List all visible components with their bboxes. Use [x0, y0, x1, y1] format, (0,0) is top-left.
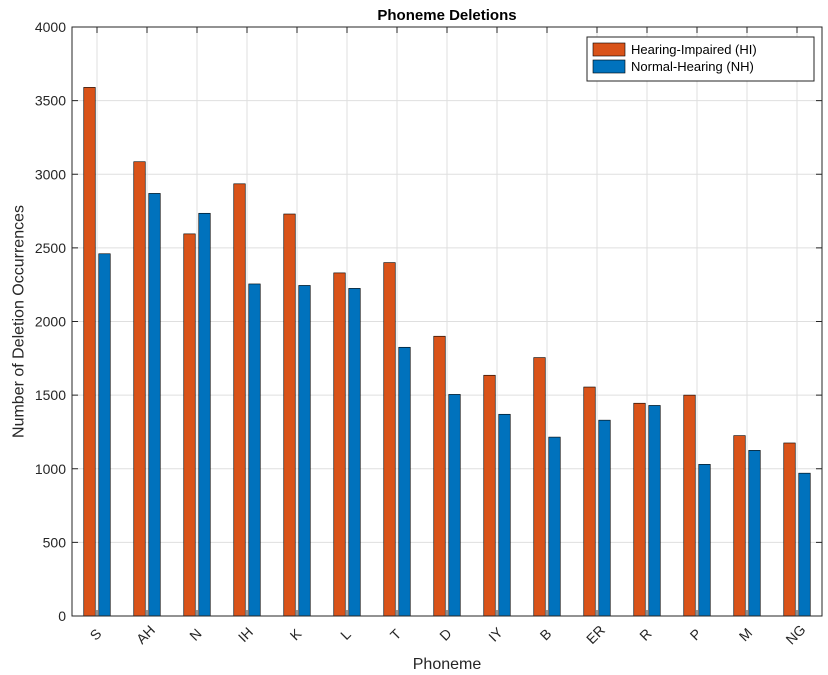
grid-lines	[72, 26, 822, 617]
x-tick-label: P	[687, 626, 705, 644]
x-tick-label: N	[186, 625, 204, 643]
x-tick-label: AH	[133, 622, 158, 647]
bar-nh-iy	[498, 413, 511, 617]
bar-nh-t	[398, 346, 411, 617]
axis-ticks: 0 500 1000 1500 2000 2500 3000 3500 4000 S AH N IH K L…	[35, 19, 822, 648]
y-tick-label: 1000	[35, 461, 66, 477]
bar-nh-r	[648, 405, 661, 617]
bar-hi-l	[333, 272, 346, 617]
y-tick-label: 2500	[35, 240, 66, 256]
x-axis-title: Phoneme	[413, 656, 482, 673]
bars	[83, 87, 811, 617]
x-tick-label: D	[436, 625, 454, 643]
bar-hi-k	[283, 213, 296, 617]
x-tick-label: ER	[583, 622, 608, 647]
legend-label-nh: Normal-Hearing (NH)	[631, 59, 754, 74]
bar-hi-r	[633, 402, 646, 617]
bar-hi-ih	[233, 183, 246, 617]
bar-hi-ng	[783, 442, 796, 617]
chart-title: Phoneme Deletions	[377, 7, 516, 24]
y-tick-label: 4000	[35, 19, 66, 35]
y-axis-title: Number of Deletion Occurrences	[11, 205, 28, 438]
bar-nh-p	[698, 464, 711, 617]
bar-nh-ih	[248, 283, 261, 617]
bar-nh-d	[448, 394, 461, 617]
bar-nh-k	[298, 285, 311, 617]
legend-label-hi: Hearing-Impaired (HI)	[631, 42, 757, 57]
legend-swatch-nh	[592, 59, 626, 74]
y-tick-label: 3000	[35, 166, 66, 182]
legend-box	[586, 36, 815, 82]
y-tick-label: 2000	[35, 314, 66, 330]
x-tick-label: T	[387, 625, 405, 643]
y-tick-label: 500	[43, 534, 67, 550]
x-tick-label: B	[537, 626, 555, 644]
bar-hi-s	[83, 87, 96, 617]
bar-nh-b	[548, 436, 561, 617]
x-tick-label: R	[636, 625, 654, 643]
bar-hi-t	[383, 262, 396, 617]
bar-nh-l	[348, 288, 361, 617]
x-tick-label: L	[337, 626, 354, 643]
bar-hi-n	[183, 233, 196, 617]
x-tick-label: S	[87, 626, 105, 644]
bar-hi-b	[533, 357, 546, 617]
y-tick-label: 0	[58, 608, 66, 624]
bar-nh-ah	[148, 193, 161, 617]
bar-hi-ah	[133, 161, 146, 617]
bar-nh-m	[748, 450, 761, 617]
y-tick-label: 3500	[35, 93, 66, 109]
legend: Hearing-Impaired (HI) Normal-Hearing (NH…	[586, 36, 815, 82]
x-tick-label: NG	[782, 621, 808, 647]
bar-hi-d	[433, 335, 446, 617]
y-tick-label: 1500	[35, 387, 66, 403]
bar-nh-ng	[798, 472, 811, 617]
bar-hi-er	[583, 386, 596, 617]
bar-hi-iy	[483, 374, 496, 617]
bar-nh-s	[98, 253, 111, 617]
bar-hi-m	[733, 435, 746, 617]
legend-swatch-hi	[592, 42, 626, 57]
bar-hi-p	[683, 394, 696, 617]
bar-nh-n	[198, 212, 211, 617]
x-tick-label: IY	[485, 624, 506, 645]
x-tick-label: IH	[235, 624, 256, 645]
x-tick-label: K	[287, 625, 305, 643]
x-tick-label: M	[736, 625, 756, 645]
bar-nh-er	[598, 419, 611, 617]
